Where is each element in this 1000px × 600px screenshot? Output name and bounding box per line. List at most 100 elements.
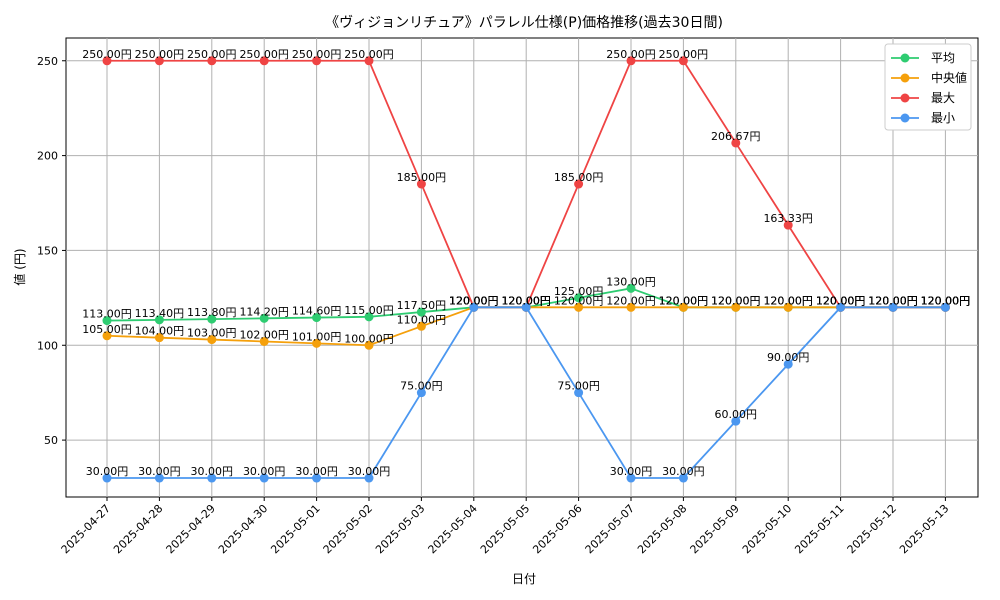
data-label: 30.00円: [191, 465, 234, 478]
data-label: 120.00円: [501, 294, 551, 307]
data-point: [836, 302, 846, 312]
data-point: [416, 321, 426, 331]
x-tick-label: 2025-05-11: [792, 502, 846, 556]
legend-swatch-marker: [900, 53, 910, 63]
data-label: 185.00円: [554, 171, 604, 184]
data-label: 125.00円: [554, 285, 604, 298]
data-label: 120.00円: [449, 294, 499, 307]
data-label: 30.00円: [662, 465, 705, 478]
data-point: [574, 302, 584, 312]
data-point: [364, 340, 374, 350]
data-label: 250.00円: [292, 48, 342, 61]
data-label: 30.00円: [243, 465, 286, 478]
data-label: 250.00円: [135, 48, 185, 61]
data-label: 120.00円: [501, 294, 551, 307]
data-label: 120.00円: [554, 294, 604, 307]
data-label: 250.00円: [239, 48, 289, 61]
legend-swatch-marker: [900, 113, 910, 123]
data-point: [207, 335, 217, 345]
data-label: 120.00円: [763, 294, 813, 307]
data-point: [154, 333, 164, 343]
data-label: 250.00円: [187, 48, 237, 61]
data-label: 120.00円: [711, 294, 761, 307]
data-point: [731, 138, 741, 148]
data-label: 120.00円: [921, 294, 971, 307]
data-point: [626, 56, 636, 66]
plot-area: [65, 37, 979, 498]
data-label: 30.00円: [295, 465, 338, 478]
data-label: 104.00円: [135, 325, 185, 338]
data-point: [312, 313, 322, 323]
data-label: 103.00円: [187, 327, 237, 340]
data-point: [731, 302, 741, 312]
x-tick-label: 2025-04-27: [59, 502, 113, 556]
data-point: [783, 359, 793, 369]
data-label: 120.00円: [816, 294, 866, 307]
data-point: [312, 338, 322, 348]
data-label: 120.00円: [606, 294, 656, 307]
data-point: [783, 302, 793, 312]
legend-label: 最小: [931, 111, 955, 125]
data-label: 75.00円: [557, 380, 600, 393]
data-label: 30.00円: [610, 465, 653, 478]
series-4: [102, 302, 950, 483]
data-point: [416, 388, 426, 398]
data-label: 120.00円: [449, 294, 499, 307]
data-label: 120.00円: [501, 294, 551, 307]
data-label: 113.00円: [82, 308, 132, 321]
data-label: 113.80円: [187, 306, 237, 319]
data-point: [207, 473, 217, 483]
data-label: 102.00円: [239, 328, 289, 341]
x-axis-label: 日付: [512, 572, 536, 586]
legend-label: 平均: [931, 51, 955, 65]
x-tick-label: 2025-05-10: [740, 502, 794, 556]
data-label: 110.00円: [397, 313, 447, 326]
data-label: 120.00円: [816, 294, 866, 307]
data-label: 117.50円: [397, 299, 447, 312]
data-point: [154, 315, 164, 325]
data-label: 120.00円: [659, 294, 709, 307]
data-point: [259, 473, 269, 483]
data-label: 60.00円: [715, 408, 758, 421]
data-label: 120.00円: [868, 294, 918, 307]
data-label: 120.00円: [816, 294, 866, 307]
x-tick-label: 2025-05-01: [268, 502, 322, 556]
x-tick-label: 2025-05-05: [478, 502, 532, 556]
data-label: 120.00円: [868, 294, 918, 307]
data-point: [154, 56, 164, 66]
y-axis-label: 値 (円): [12, 248, 27, 285]
data-point: [678, 473, 688, 483]
x-tick-label: 2025-05-09: [688, 502, 742, 556]
y-tick-label: 150: [37, 244, 58, 257]
x-tick-label: 2025-04-30: [216, 502, 270, 556]
data-label: 206.67円: [711, 130, 761, 143]
data-label: 30.00円: [138, 465, 181, 478]
data-label: 114.20円: [239, 305, 289, 318]
data-point: [731, 416, 741, 426]
data-label: 101.00円: [292, 330, 342, 343]
data-label: 120.00円: [921, 294, 971, 307]
data-label: 120.00円: [921, 294, 971, 307]
legend-label: 最大: [931, 91, 955, 105]
data-point: [416, 179, 426, 189]
data-label: 120.00円: [659, 294, 709, 307]
legend-box: [884, 43, 972, 131]
data-label: 120.00円: [711, 294, 761, 307]
data-point: [574, 293, 584, 303]
x-tick-label: 2025-05-07: [583, 502, 637, 556]
data-point: [207, 314, 217, 324]
data-label: 120.00円: [449, 294, 499, 307]
data-label: 75.00円: [400, 380, 443, 393]
data-label: 120.00円: [921, 294, 971, 307]
data-label: 163.33円: [763, 212, 813, 225]
data-label: 100.00円: [344, 332, 394, 345]
data-label: 30.00円: [348, 465, 391, 478]
x-tick-label: 2025-04-28: [111, 502, 165, 556]
x-tick-label: 2025-05-08: [635, 502, 689, 556]
data-label: 250.00円: [344, 48, 394, 61]
data-label: 115.00円: [344, 304, 394, 317]
data-point: [207, 56, 217, 66]
data-point: [364, 473, 374, 483]
data-point: [626, 283, 636, 293]
